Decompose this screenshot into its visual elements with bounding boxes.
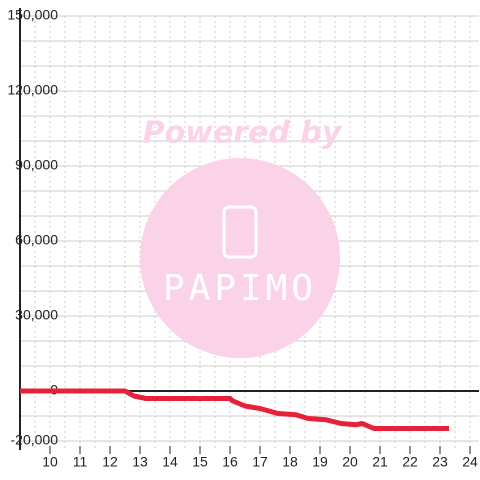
x-tick-label: 15 — [192, 454, 208, 470]
x-tick-label: 12 — [102, 454, 118, 470]
x-tick-label: 16 — [222, 454, 238, 470]
x-tick-label: 19 — [312, 454, 328, 470]
y-tick-label: 90,000 — [15, 157, 58, 173]
x-tick-label: 17 — [252, 454, 268, 470]
watermark-icon — [222, 205, 258, 259]
x-tick-label: 14 — [162, 454, 178, 470]
x-tick-label: 20 — [342, 454, 358, 470]
x-tick-label: 13 — [132, 454, 148, 470]
x-tick-label: 21 — [372, 454, 388, 470]
watermark-brand: PAPIMO — [163, 268, 317, 309]
data-line — [20, 388, 449, 431]
x-tick-label: 10 — [42, 454, 58, 470]
y-tick-label: 120,000 — [7, 82, 58, 98]
y-tick-label: 30,000 — [15, 307, 58, 323]
y-tick-label: 60,000 — [15, 232, 58, 248]
y-tick-label: 150,000 — [7, 7, 58, 23]
x-tick-label: 11 — [73, 454, 88, 470]
x-tick-label: 24 — [462, 454, 478, 470]
y-tick-label: -20,000 — [11, 432, 59, 448]
watermark-title: Powered by — [143, 116, 343, 151]
x-tick-label: 22 — [402, 454, 418, 470]
x-tick-label: 23 — [432, 454, 448, 470]
x-tick-label: 18 — [282, 454, 298, 470]
